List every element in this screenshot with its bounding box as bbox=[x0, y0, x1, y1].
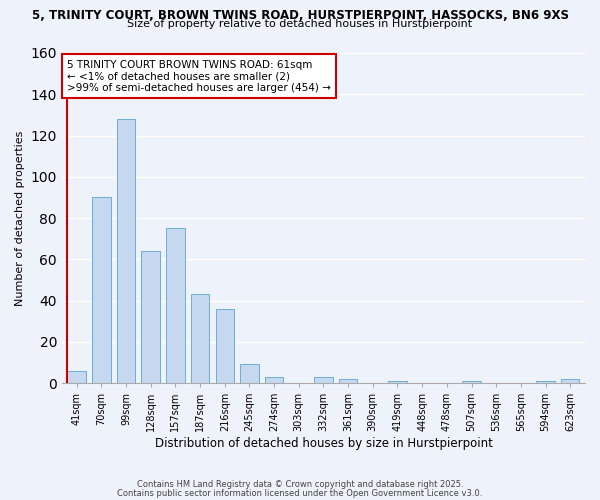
Bar bbox=[67, 370, 86, 383]
Bar bbox=[215, 309, 234, 383]
Text: Size of property relative to detached houses in Hurstpierpoint: Size of property relative to detached ho… bbox=[127, 19, 473, 29]
Text: 5 TRINITY COURT BROWN TWINS ROAD: 61sqm
← <1% of detached houses are smaller (2): 5 TRINITY COURT BROWN TWINS ROAD: 61sqm … bbox=[67, 60, 331, 93]
Bar bbox=[191, 294, 209, 383]
Text: 5, TRINITY COURT, BROWN TWINS ROAD, HURSTPIERPOINT, HASSOCKS, BN6 9XS: 5, TRINITY COURT, BROWN TWINS ROAD, HURS… bbox=[32, 9, 569, 22]
Bar bbox=[561, 379, 580, 383]
Text: Contains HM Land Registry data © Crown copyright and database right 2025.: Contains HM Land Registry data © Crown c… bbox=[137, 480, 463, 489]
Bar bbox=[536, 381, 555, 383]
Bar bbox=[117, 119, 136, 383]
Bar bbox=[339, 379, 358, 383]
Bar bbox=[462, 381, 481, 383]
Bar bbox=[166, 228, 185, 383]
Bar bbox=[388, 381, 407, 383]
Bar bbox=[314, 377, 333, 383]
Y-axis label: Number of detached properties: Number of detached properties bbox=[15, 130, 25, 306]
X-axis label: Distribution of detached houses by size in Hurstpierpoint: Distribution of detached houses by size … bbox=[155, 437, 493, 450]
Bar bbox=[92, 198, 110, 383]
Bar bbox=[240, 364, 259, 383]
Text: Contains public sector information licensed under the Open Government Licence v3: Contains public sector information licen… bbox=[118, 488, 482, 498]
Bar bbox=[142, 251, 160, 383]
Bar bbox=[265, 377, 283, 383]
